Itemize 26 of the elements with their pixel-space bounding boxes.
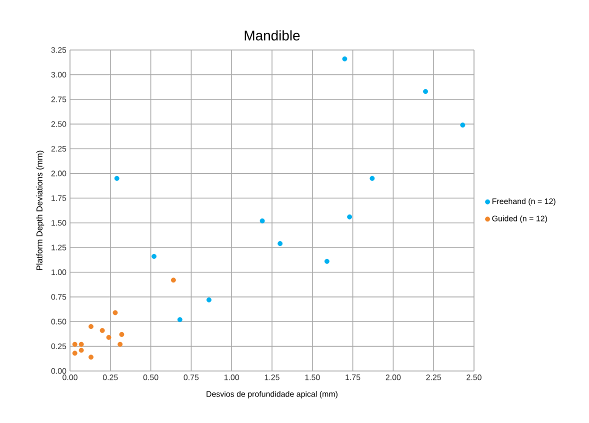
point xyxy=(88,324,94,330)
point xyxy=(170,278,176,283)
point xyxy=(78,348,84,353)
point xyxy=(72,342,78,347)
point xyxy=(460,122,466,128)
point xyxy=(206,297,212,302)
point xyxy=(347,214,352,220)
point xyxy=(370,176,375,181)
point xyxy=(118,342,123,347)
point xyxy=(88,354,94,360)
point xyxy=(423,88,428,94)
point xyxy=(119,332,124,337)
point xyxy=(100,328,105,333)
chart-title: Mandible xyxy=(244,30,300,41)
point xyxy=(324,258,330,264)
point xyxy=(72,350,78,356)
point xyxy=(278,241,283,246)
point xyxy=(260,218,265,224)
point xyxy=(106,334,112,340)
y-axis-title: Platform Depth Deviations (mm) xyxy=(36,150,44,270)
point xyxy=(112,310,118,316)
point xyxy=(114,176,120,181)
point xyxy=(342,56,348,62)
point xyxy=(152,254,157,259)
point xyxy=(78,342,84,347)
point xyxy=(177,317,182,322)
